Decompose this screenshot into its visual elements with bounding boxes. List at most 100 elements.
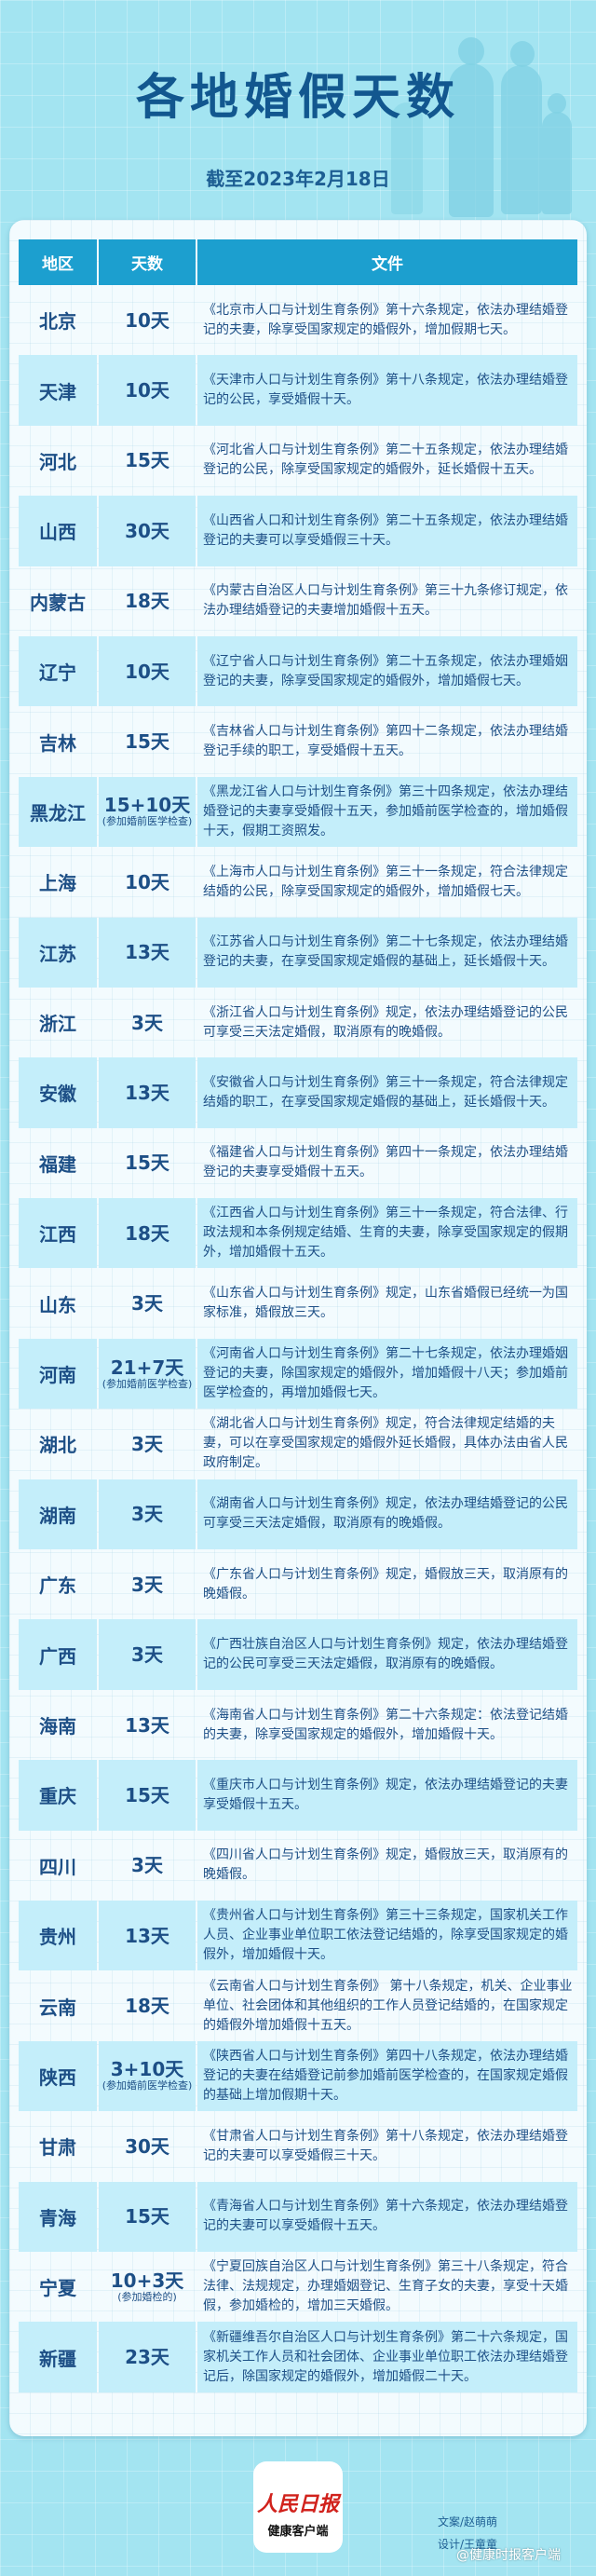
document-cell: 《湖北省人口与计划生育条例》规定，符合法律规定结婚的夫妻，可以在享受国家规定的婚… bbox=[197, 1409, 577, 1479]
column-header-days: 天数 bbox=[99, 239, 196, 285]
region-cell: 贵州 bbox=[19, 1900, 97, 1971]
table-row: 广东 3天 《广东省人口与计划生育条例》规定，婚假放三天，取消原有的晚婚假。 bbox=[19, 1549, 577, 1619]
region-cell: 河南 bbox=[19, 1338, 97, 1410]
region-cell: 广西 bbox=[19, 1619, 97, 1690]
days-cell: 10+3天 (参加婚检的) bbox=[99, 2252, 196, 2322]
region-name: 安徽 bbox=[39, 1083, 76, 1106]
days-cell: 10天 bbox=[99, 635, 196, 707]
table-row: 宁夏 10+3天 (参加婚检的) 《宁夏回族自治区人口与计划生育条例》第三十八条规定，… bbox=[19, 2252, 577, 2322]
document-text: 《宁夏回族自治区人口与计划生育条例》第三十八条规定，符合法律、法规规定，办理婚姻… bbox=[203, 2259, 568, 2314]
leave-days: 10天 bbox=[125, 870, 169, 893]
document-cell: 《北京市人口与计划生育条例》第十六条规定，依法办理结婚登记的夫妻，除享受国家规定… bbox=[197, 285, 577, 355]
region-cell: 上海 bbox=[19, 847, 97, 917]
days-cell: 18天 bbox=[99, 1198, 196, 1269]
table-row: 河北 15天 《河北省人口与计划生育条例》第二十五条规定，依法办理结婚登记的公民，除… bbox=[19, 426, 577, 496]
table-row: 山东 3天 《山东省人口与计划生育条例》规定，山东省婚假已经统一为国家标准，婚假放三… bbox=[19, 1268, 577, 1338]
days-cell: 10天 bbox=[99, 847, 196, 917]
region-cell: 新疆 bbox=[19, 2322, 97, 2392]
region-cell: 四川 bbox=[19, 1831, 97, 1901]
days-cell: 30天 bbox=[99, 496, 196, 566]
leave-days: 15天 bbox=[125, 730, 169, 754]
days-cell: 3天 bbox=[99, 1619, 196, 1690]
document-text: 《海南省人口与计划生育条例》第二十六条规定：依法登记结婚的夫妻，除享受国家规定的… bbox=[203, 1707, 568, 1742]
table-row: 辽宁 10天 《辽宁省人口与计划生育条例》第二十五条规定，依法办理婚姻登记的夫妻，除… bbox=[19, 635, 577, 707]
document-text: 《上海市人口与计划生育条例》第三十一条规定，符合法律规定结婚的公民，除享受国家规… bbox=[203, 864, 568, 899]
document-text: 《广东省人口与计划生育条例》规定，婚假放三天，取消原有的晚婚假。 bbox=[203, 1566, 568, 1601]
region-name: 广东 bbox=[39, 1574, 76, 1598]
leave-days: 3天 bbox=[131, 1432, 163, 1455]
leave-days: 18天 bbox=[125, 1221, 169, 1245]
document-text: 《黑龙江省人口与计划生育条例》第三十四条规定，依法办理结婚登记的夫妻享受婚假十五… bbox=[203, 784, 568, 838]
table-row: 云南 18天 《云南省人口与计划生育条例》 第十八条规定，机关、企业事业单位、社会团… bbox=[19, 1970, 577, 2040]
table-row: 四川 3天 《四川省人口与计划生育条例》规定，婚假放三天，取消原有的晚婚假。 bbox=[19, 1831, 577, 1901]
region-name: 四川 bbox=[39, 1855, 76, 1878]
days-cell: 15天 bbox=[99, 1128, 196, 1198]
table-row: 浙江 3天 《浙江省人口与计划生育条例》规定，依法办理结婚登记的公民可享受三天法定婚… bbox=[19, 988, 577, 1057]
leave-days: 13天 bbox=[125, 941, 169, 964]
document-cell: 《广西壮族自治区人口与计划生育条例》规定，依法办理结婚登记的公民可享受三天法定婚… bbox=[197, 1619, 577, 1690]
days-cell: 18天 bbox=[99, 566, 196, 636]
days-cell: 3天 bbox=[99, 1268, 196, 1338]
leave-days: 10天 bbox=[125, 308, 169, 332]
region-name: 北京 bbox=[39, 310, 76, 334]
table-header: 地区 天数 文件 bbox=[19, 239, 577, 285]
region-name: 广西 bbox=[39, 1644, 76, 1668]
region-name: 山东 bbox=[39, 1293, 76, 1316]
region-cell: 海南 bbox=[19, 1690, 97, 1760]
document-text: 《云南省人口与计划生育条例》 第十八条规定，机关、企业事业单位、社会团体和其他组… bbox=[203, 1978, 573, 2033]
document-cell: 《内蒙古自治区人口与计划生育条例》第三十九条修订规定，依法办理结婚登记的夫妻增加… bbox=[197, 566, 577, 636]
region-name: 山西 bbox=[39, 521, 76, 544]
document-cell: 《广东省人口与计划生育条例》规定，婚假放三天，取消原有的晚婚假。 bbox=[197, 1549, 577, 1619]
document-cell: 《新疆维吾尔自治区人口与计划生育条例》第二十六条规定，国家机关工作人员和社会团体… bbox=[197, 2322, 577, 2392]
region-cell: 河北 bbox=[19, 426, 97, 496]
table-row: 贵州 13天 《贵州省人口与计划生育条例》第三十三条规定，国家机关工作人员、企业事业… bbox=[19, 1900, 577, 1971]
watermark: @健康时报客户端 bbox=[456, 2548, 561, 2563]
region-cell: 江苏 bbox=[19, 917, 97, 988]
table-row: 青海 15天 《青海省人口与计划生育条例》第十六条规定，依法办理结婚登记的夫妻可以享… bbox=[19, 2181, 577, 2252]
leave-days: 3天 bbox=[131, 1643, 163, 1667]
table-row: 安徽 13天 《安徽省人口与计划生育条例》第三十一条规定，符合法律规定结婚的职工，在… bbox=[19, 1057, 577, 1128]
document-cell: 《浙江省人口与计划生育条例》规定，依法办理结婚登记的公民可享受三天法定婚假，取消… bbox=[197, 988, 577, 1057]
document-cell: 《河南省人口与计划生育条例》第二十七条规定，依法办理婚姻登记的夫妻，除国家规定的… bbox=[197, 1338, 577, 1410]
document-text: 《江苏省人口与计划生育条例》第二十七条规定，依法办理结婚登记的夫妻，在享受国家规… bbox=[203, 934, 568, 970]
region-cell: 山西 bbox=[19, 496, 97, 566]
document-cell: 《宁夏回族自治区人口与计划生育条例》第三十八条规定，符合法律、法规规定，办理婚姻… bbox=[197, 2252, 577, 2322]
region-name: 云南 bbox=[39, 1996, 76, 2019]
days-cell: 3天 bbox=[99, 988, 196, 1057]
document-text: 《天津市人口与计划生育条例》第十八条规定，依法办理结婚登记的公民，享受婚假十天。 bbox=[203, 373, 568, 408]
leave-days: 3天 bbox=[131, 1011, 163, 1034]
document-text: 《甘肃省人口与计划生育条例》第十八条规定，依法办理结婚登记的夫妻可以享受婚假三十… bbox=[203, 2128, 568, 2163]
region-name: 江西 bbox=[39, 1223, 76, 1247]
copywriter-credit: 文案/赵萌萌 bbox=[438, 2515, 498, 2528]
days-cell: 23天 bbox=[99, 2322, 196, 2392]
document-text: 《河南省人口与计划生育条例》第二十七条规定，依法办理婚姻登记的夫妻，除国家规定的… bbox=[203, 1346, 568, 1401]
document-cell: 《黑龙江省人口与计划生育条例》第三十四条规定，依法办理结婚登记的夫妻享受婚假十五… bbox=[197, 776, 577, 848]
region-name: 天津 bbox=[39, 380, 76, 403]
document-cell: 《福建省人口与计划生育条例》第四十一条规定，依法办理结婚登记的夫妻享受婚假十五天… bbox=[197, 1128, 577, 1198]
days-cell: 13天 bbox=[99, 917, 196, 988]
document-cell: 《贵州省人口与计划生育条例》第三十三条规定，国家机关工作人员、企业事业单位职工依… bbox=[197, 1900, 577, 1971]
document-cell: 《海南省人口与计划生育条例》第二十六条规定：依法登记结婚的夫妻，除享受国家规定的… bbox=[197, 1690, 577, 1760]
document-cell: 《江西省人口与计划生育条例》第三十一条规定，符合法律、行政法规和本条例规定结婚、… bbox=[197, 1198, 577, 1269]
days-cell: 15+10天 (参加婚前医学检查) bbox=[99, 776, 196, 848]
leave-days: 15天 bbox=[125, 1152, 169, 1175]
document-cell: 《河北省人口与计划生育条例》第二十五条规定，依法办理结婚登记的公民，除享受国家规… bbox=[197, 426, 577, 496]
region-cell: 黑龙江 bbox=[19, 776, 97, 848]
document-text: 《福建省人口与计划生育条例》第四十一条规定，依法办理结婚登记的夫妻享受婚假十五天… bbox=[203, 1145, 568, 1180]
days-cell: 13天 bbox=[99, 1690, 196, 1760]
leave-days: 3天 bbox=[131, 1573, 163, 1596]
region-cell: 安徽 bbox=[19, 1057, 97, 1128]
region-cell: 广东 bbox=[19, 1549, 97, 1619]
region-cell: 辽宁 bbox=[19, 635, 97, 707]
document-text: 《河北省人口与计划生育条例》第二十五条规定，依法办理结婚登记的公民，除享受国家规… bbox=[203, 443, 568, 478]
region-name: 新疆 bbox=[39, 2347, 76, 2370]
table-row: 新疆 23天 《新疆维吾尔自治区人口与计划生育条例》第二十六条规定，国家机关工作人员… bbox=[19, 2322, 577, 2392]
leave-days-note: (参加婚前医学检查) bbox=[102, 1377, 193, 1390]
leave-days: 10+3天 bbox=[110, 2269, 184, 2292]
document-text: 《浙江省人口与计划生育条例》规定，依法办理结婚登记的公民可享受三天法定婚假，取消… bbox=[203, 1004, 568, 1040]
document-cell: 《甘肃省人口与计划生育条例》第十八条规定，依法办理结婚登记的夫妻可以享受婚假三十… bbox=[197, 2111, 577, 2181]
region-cell: 吉林 bbox=[19, 706, 97, 776]
table-row: 天津 10天 《天津市人口与计划生育条例》第十八条规定，依法办理结婚登记的公民，享受… bbox=[19, 355, 577, 426]
region-name: 黑龙江 bbox=[30, 801, 86, 825]
leave-days: 3天 bbox=[131, 1854, 163, 1877]
